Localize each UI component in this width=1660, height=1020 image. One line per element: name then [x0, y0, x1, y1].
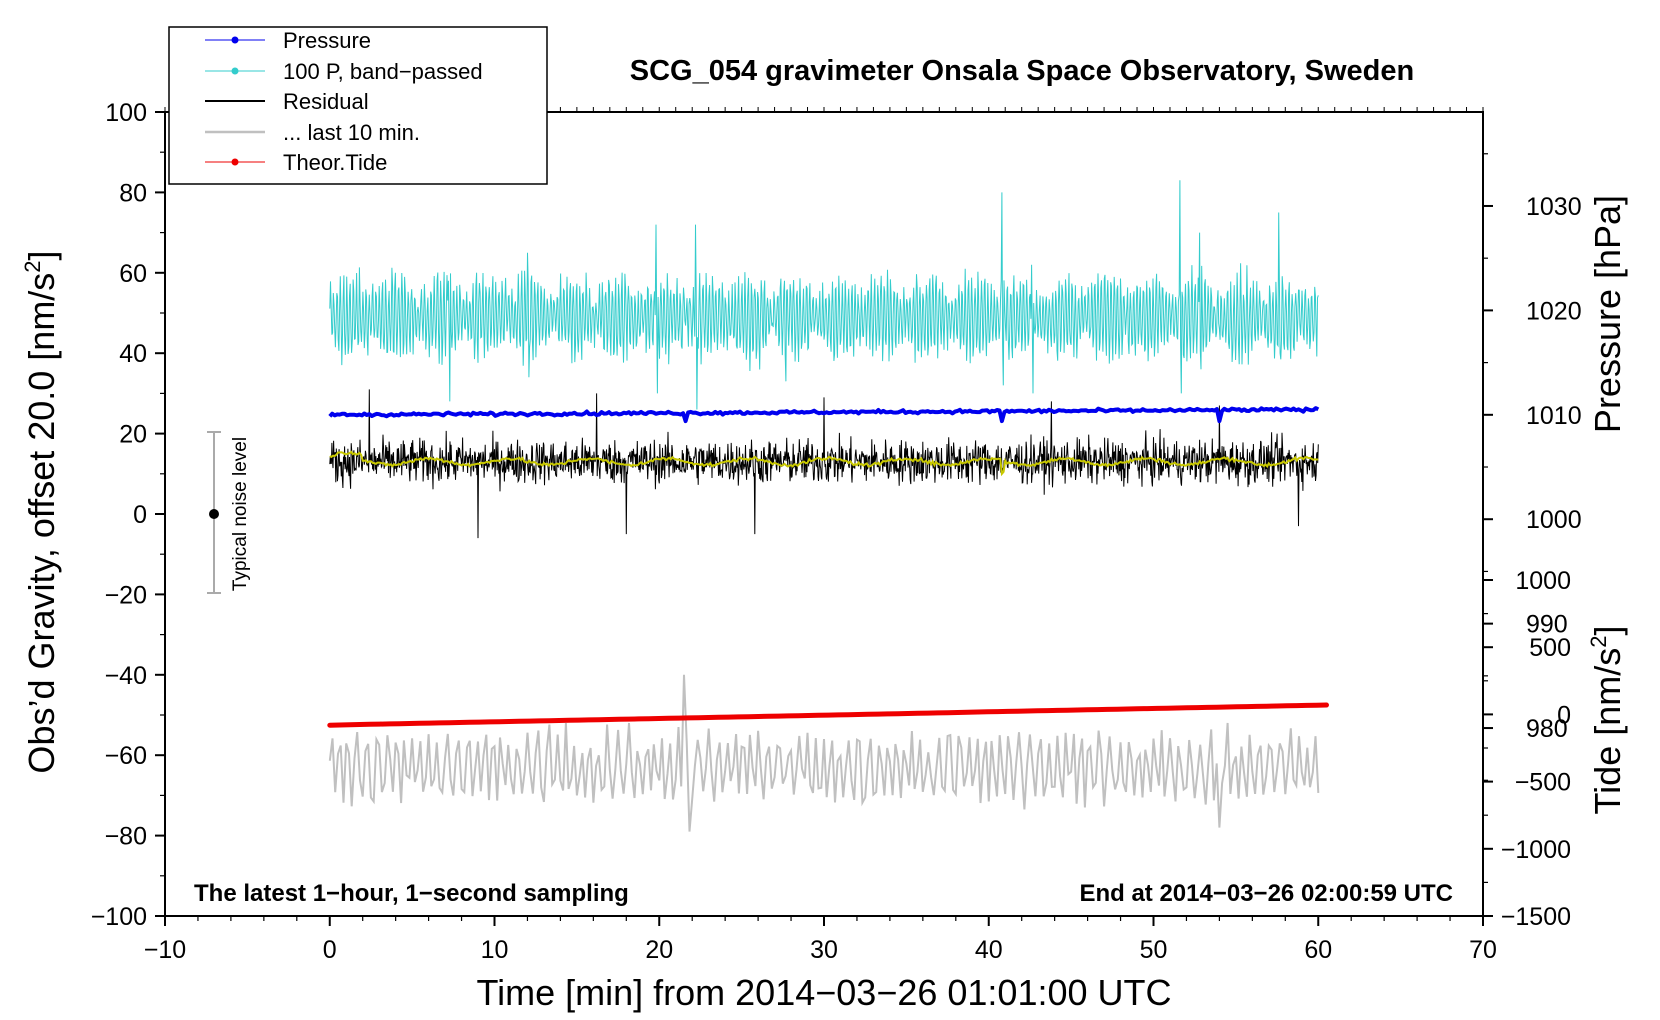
legend-dot-pressure: [231, 36, 239, 44]
tide-tick-label: −1000: [1501, 836, 1571, 864]
series-pressure: [328, 406, 1320, 424]
pressure-tick-label: 1030: [1526, 193, 1582, 221]
y-tick-label: 80: [119, 179, 147, 207]
y-tick-label: −40: [105, 662, 147, 690]
y-axis-label: Obs’d Gravity, offset 20.0 [nm/s2]: [20, 250, 62, 773]
x-tick-label: 30: [810, 936, 838, 964]
pressure-tick-label: 1020: [1526, 297, 1582, 325]
legend-label-pressure: Pressure: [283, 28, 371, 53]
chart-title: SCG_054 gravimeter Onsala Space Observat…: [630, 55, 1414, 87]
annotation-left: The latest 1−hour, 1−second sampling: [194, 880, 629, 907]
x-tick-label: 10: [481, 936, 509, 964]
tide-axis-label-main: Tide [nm/s: [1587, 648, 1628, 815]
pressure-tick-label: 1010: [1526, 402, 1582, 430]
noise-label: Typical noise level: [230, 437, 251, 591]
noise-indicator: Typical noise level: [207, 431, 251, 594]
tide-tick-label: 0: [1557, 701, 1571, 729]
x-tick-label: 40: [975, 936, 1003, 964]
legend: Pressure 100 P, band−passed Residual ...…: [168, 26, 548, 185]
legend-item-pressure: Pressure: [205, 28, 371, 53]
tide-axis-label-end: ]: [1587, 626, 1628, 636]
legend-label-tide: Theor.Tide: [283, 150, 387, 175]
pressure-tick-label: 990: [1526, 611, 1568, 639]
y-tick-label: 100: [105, 99, 147, 127]
y-tick-label: −100: [91, 903, 147, 931]
noise-dot: [209, 509, 219, 519]
series-theor-tide: [327, 702, 1329, 728]
series-band-passed: [329, 180, 1319, 410]
tide-axis-label: Tide [nm/s2]: [1586, 626, 1628, 815]
y-tick-label: 60: [119, 260, 147, 288]
y-tick-label: −20: [105, 581, 147, 609]
x-tick-label: 50: [1140, 936, 1168, 964]
tide-tick-label: −1500: [1501, 903, 1571, 931]
legend-dot-tide: [231, 158, 239, 166]
x-tick-label: −10: [144, 936, 186, 964]
x-tick-label: 70: [1469, 936, 1497, 964]
y-tick-label: 40: [119, 340, 147, 368]
pressure-axis-label: Pressure [hPa]: [1587, 195, 1628, 433]
tide-axis-label-sup: 2: [1586, 636, 1611, 648]
x-tick-label: 60: [1304, 936, 1332, 964]
legend-box: [168, 26, 548, 185]
legend-dot-bandpass: [231, 67, 239, 75]
legend-item-last10: ... last 10 min.: [205, 120, 420, 145]
tide-tick-label: −500: [1515, 769, 1571, 797]
pressure-tick-label: 980: [1526, 715, 1568, 743]
y-tick-label: 0: [133, 501, 147, 529]
y-tick-label: −80: [105, 823, 147, 851]
tide-tick-label: 500: [1529, 634, 1571, 662]
series-smoothed-residual: [329, 450, 1319, 477]
x-tick-label: 0: [323, 936, 337, 964]
legend-label-bandpass: 100 P, band−passed: [283, 59, 483, 84]
x-axis-label: Time [min] from 2014−03−26 01:01:00 UTC: [476, 972, 1171, 1013]
legend-label-residual: Residual: [283, 89, 369, 114]
tide-tick-label: 1000: [1515, 567, 1571, 595]
y-tick-label: −60: [105, 742, 147, 770]
legend-item-residual: Residual: [205, 89, 369, 114]
y-axis-label-main: Obs’d Gravity, offset 20.0 [nm/s: [21, 273, 62, 774]
y-tick-label: 20: [119, 421, 147, 449]
legend-item-bandpass: 100 P, band−passed: [205, 59, 483, 84]
series-residual: [329, 389, 1319, 539]
series-last-10-min: [328, 674, 1320, 832]
axes: −10 0 10 20 30 40 50 60 70−100−80−60−40−20020406…: [91, 99, 1582, 964]
y-axis-label-end: ]: [21, 250, 62, 260]
legend-label-last10: ... last 10 min.: [283, 120, 420, 145]
pressure-tick-label: 1000: [1526, 506, 1582, 534]
legend-item-tide: Theor.Tide: [205, 150, 387, 175]
y-axis-label-sup: 2: [20, 260, 45, 272]
x-tick-label: 20: [645, 936, 673, 964]
data-traces: [327, 180, 1329, 832]
annotation-right: End at 2014−03−26 02:00:59 UTC: [1079, 880, 1453, 907]
